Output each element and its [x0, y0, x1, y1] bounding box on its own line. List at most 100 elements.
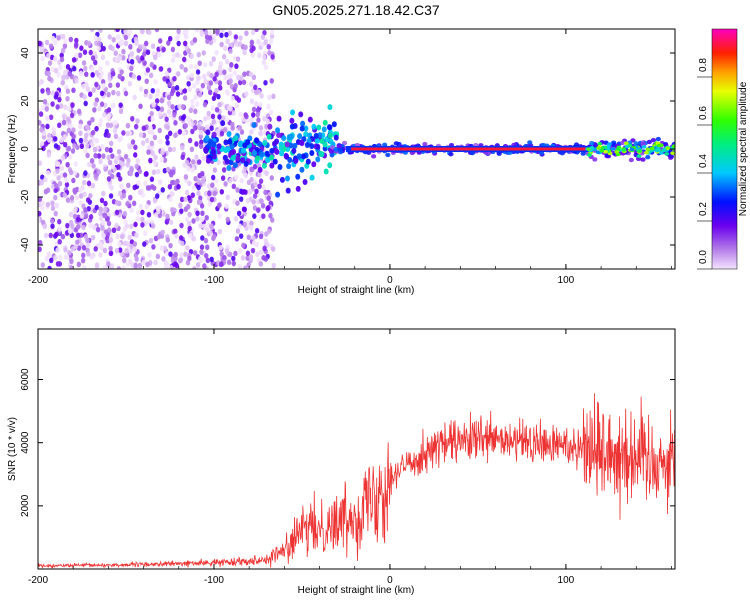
spectrogram-cell — [59, 52, 64, 59]
spectrogram-cell — [55, 168, 60, 174]
spectrogram-cell — [50, 183, 56, 190]
spectrogram-cell — [279, 150, 285, 157]
spectrogram-cell — [208, 80, 214, 86]
spectrogram-cell — [251, 112, 256, 118]
spectrogram-cell — [122, 226, 128, 232]
spectrogram-cell — [225, 90, 231, 97]
spectrogram-cell — [83, 100, 88, 107]
spectrogram-cell — [198, 129, 204, 136]
spectrogram-cell — [148, 125, 153, 131]
spectrogram-cell — [42, 98, 48, 105]
spectrogram-cell — [98, 74, 103, 81]
spectrogram-cell — [44, 39, 50, 46]
spectrogram-cell — [300, 120, 306, 127]
spectrogram-cell — [106, 227, 112, 233]
spectrogram-cell — [218, 70, 224, 76]
spectrogram-cell — [40, 88, 45, 94]
spectrogram-cell — [55, 104, 60, 110]
spectrogram-cell — [165, 124, 171, 131]
spectrogram-cell — [248, 81, 254, 87]
spectrogram-cell — [222, 255, 227, 261]
spectrogram-cell — [47, 137, 52, 143]
spectrogram-cell — [90, 141, 95, 148]
spectrogram-cell — [115, 29, 120, 33]
spectrogram-cell — [74, 194, 80, 201]
spectrogram-cell — [248, 224, 254, 231]
spectrogram-cell — [85, 86, 91, 93]
spectrogram-cell — [221, 115, 226, 121]
spectrogram-cell — [65, 95, 70, 102]
spectrogram-cell — [221, 53, 227, 60]
spectrogram-cell — [71, 87, 76, 94]
spectrogram-cell — [257, 141, 263, 148]
spectrogram-cell — [196, 190, 201, 197]
spectrogram-cell — [179, 63, 184, 70]
spectrogram-cell — [253, 181, 258, 188]
spectrogram-cell — [103, 200, 108, 207]
spectrogram-cell — [225, 146, 231, 153]
spectrogram-cell — [277, 164, 283, 171]
spectrogram-cell — [118, 102, 123, 108]
spectrogram-cell — [90, 129, 96, 136]
spectrogram-cell — [205, 244, 210, 251]
spectrogram-cell — [114, 200, 120, 206]
spectrogram-cell — [184, 189, 190, 196]
spectrogram-cell — [50, 205, 56, 212]
spectrogram-cell — [222, 69, 227, 76]
spectrogram-cell — [141, 259, 147, 266]
spectrogram-cell — [164, 116, 169, 123]
spectrogram-cell — [129, 207, 134, 213]
spectrogram-cell — [246, 262, 251, 268]
spectrogram-cell — [219, 130, 225, 137]
spectrogram-cell — [235, 56, 241, 62]
spectrogram-cell — [114, 222, 119, 229]
spectrogram-cell — [243, 172, 248, 179]
spectrogram-cell — [43, 176, 48, 183]
spectrogram-cell — [256, 117, 261, 123]
spectrogram-cell — [192, 266, 197, 269]
spectrogram-cell — [107, 34, 112, 40]
spectrogram-cell — [39, 140, 45, 147]
spectrogram-cell — [98, 210, 103, 217]
spectrogram-cell — [183, 174, 189, 180]
spectrogram-cell — [173, 251, 178, 258]
spectrogram-cell — [241, 242, 246, 249]
spectrogram-cell — [111, 37, 116, 43]
spectrogram-cell — [61, 113, 67, 119]
spectrogram-cell — [170, 104, 175, 110]
chart-title: GN05.2025.271.18.42.C37 — [272, 2, 440, 18]
spectrogram-cell — [233, 135, 239, 142]
spectrogram-cell — [88, 49, 93, 56]
spectrogram-cell — [206, 84, 212, 91]
spectrogram-cell — [629, 147, 635, 152]
spectrogram-cell — [168, 35, 173, 42]
spectrogram-cell — [78, 137, 84, 144]
spectrogram-cell — [161, 256, 166, 262]
spectrogram-cell — [183, 33, 189, 40]
spectrogram-cell — [234, 103, 240, 109]
x-tick-label: -200 — [28, 575, 48, 586]
spectrogram-cell — [217, 114, 222, 120]
spectrogram-cell — [38, 210, 42, 217]
spectrogram-cell — [286, 163, 292, 170]
spectrogram-cell — [496, 151, 502, 156]
spectrogram-cell — [599, 148, 605, 153]
spectrogram-cell — [337, 147, 343, 152]
snr-panel: -200 -100 0 100 2000 4000 6000 Height of strai… — [7, 328, 676, 596]
spectrogram-cell — [75, 239, 80, 246]
spectrogram-cell — [209, 196, 215, 203]
spectrogram-cell — [220, 29, 225, 33]
spectrogram-cell — [151, 244, 156, 250]
spectrogram-cell — [180, 144, 185, 151]
spectrogram-cell — [179, 196, 185, 203]
spectrogram-cell — [204, 34, 210, 40]
spectrogram-cell — [650, 138, 657, 143]
spectrogram-cell — [602, 145, 608, 150]
spectrogram-cell — [228, 159, 234, 166]
spectrogram-cell — [70, 102, 75, 108]
spectrogram-cell — [224, 31, 229, 38]
spectrogram-cell — [208, 139, 214, 146]
spectrogram-cell — [231, 183, 237, 190]
spectrogram-cell — [192, 250, 198, 256]
